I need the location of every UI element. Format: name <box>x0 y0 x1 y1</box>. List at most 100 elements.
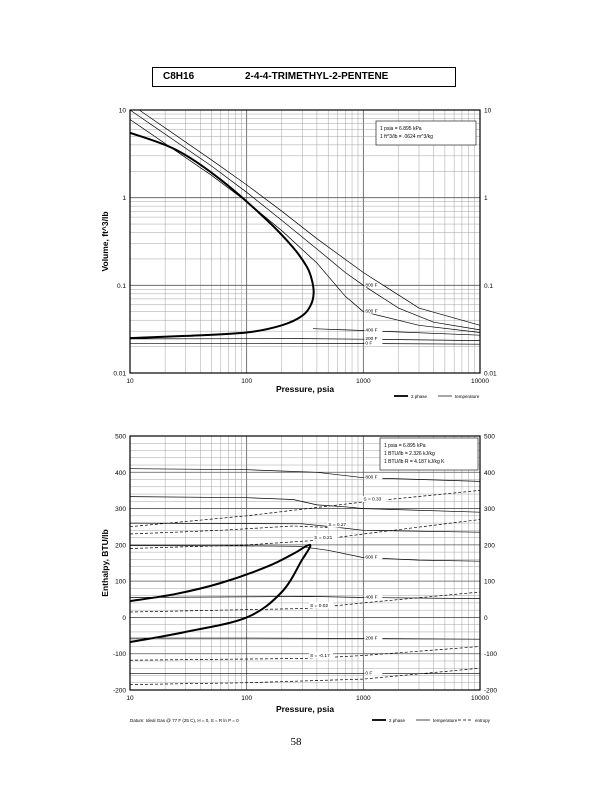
enthalpy-conversion-note: 1 BTU/lb R = 4.187 kJ/kg K <box>384 459 445 465</box>
enthalpy-entropy-line <box>129 519 481 549</box>
enthalpy-entropy-label: S = 0.27 <box>328 522 346 528</box>
enthalpy-x-tick-label: 10000 <box>471 695 489 702</box>
volume-isotherm-label-bg <box>364 281 383 288</box>
enthalpy-isotherm-label: 200 F <box>365 635 377 641</box>
page-number: 58 <box>290 736 302 748</box>
enthalpy-y-tick-label-left: -100 <box>113 651 126 658</box>
volume-y-tick-label-right: 10 <box>484 108 492 115</box>
enthalpy-y-tick-label-right: 300 <box>484 506 495 513</box>
enthalpy-isotherm-line <box>130 637 481 640</box>
enthalpy-y-tick-label-right: -100 <box>484 651 497 658</box>
volume-isotherm-label: 0 F <box>365 341 372 347</box>
volume-isotherm-label-bg <box>364 307 383 314</box>
volume-x-tick-label: 10000 <box>471 378 489 385</box>
volume-y-tick-label-right: 0.1 <box>484 283 493 290</box>
volume-plot-frame <box>129 109 481 374</box>
volume-isotherm-label: 800 F <box>365 282 377 288</box>
enthalpy-y-tick-label-left: 500 <box>115 434 126 441</box>
volume-isotherm-line <box>129 109 481 331</box>
enthalpy-y-tick-label-right: -200 <box>484 688 497 695</box>
volume-y-tick-label-right: 0.01 <box>484 371 497 378</box>
enthalpy-legend-label: temperature <box>433 718 458 723</box>
volume-x-tick-label: 1000 <box>356 378 371 385</box>
volume-isotherm-line <box>129 119 481 333</box>
enthalpy-y-tick-label-right: 200 <box>484 542 495 549</box>
enthalpy-conversion-note: 1 BTU/lb = 2.326 kJ/kg <box>384 451 435 457</box>
volume-x-tick-label: 100 <box>241 378 252 385</box>
enthalpy-entropy-label-bg <box>309 652 334 659</box>
volume-isotherm-line <box>129 338 481 341</box>
enthalpy-entropy-label: S = -0.17 <box>310 653 330 659</box>
enthalpy-entropy-label: S = 0.02 <box>310 603 328 609</box>
enthalpy-isotherm-label: 600 F <box>365 555 377 561</box>
enthalpy-plot-frame <box>129 435 481 691</box>
enthalpy-entropy-label: S = 0.33 <box>363 497 381 503</box>
enthalpy-x-axis-label: Pressure, psia <box>276 704 334 714</box>
enthalpy-datum-footnote: Datum: Ideal Gas @ 77 F (25 C), H = 0, S… <box>130 718 239 723</box>
volume-isotherm-label: 600 F <box>365 309 377 315</box>
enthalpy-legend-label: 2 phase <box>389 718 406 723</box>
enthalpy-y-tick-label-left: 200 <box>115 542 126 549</box>
volume-x-axis-label: Pressure, psia <box>276 384 334 394</box>
enthalpy-entropy-label-bg <box>313 534 338 541</box>
enthalpy-y-tick-label-right: 500 <box>484 434 495 441</box>
enthalpy-entropy-line <box>129 591 481 613</box>
volume-isotherm-label-bg <box>364 326 383 333</box>
enthalpy-x-tick-label: 10 <box>126 695 134 702</box>
enthalpy-entropy-label-bg <box>327 521 352 528</box>
volume-isotherm-label: 400 F <box>365 328 377 334</box>
volume-two-phase-envelope <box>129 131 315 340</box>
title-box: C8H16 2-4-4-TRIMETHYL-2-PENTENE <box>152 67 456 87</box>
enthalpy-isotherm-label-bg <box>364 593 383 600</box>
enthalpy-x-tick-label: 1000 <box>356 695 371 702</box>
enthalpy-isotherm-label-bg <box>364 669 383 676</box>
volume-y-tick-label-left: 1 <box>122 195 126 202</box>
volume-legend-label: temperature <box>455 394 480 399</box>
enthalpy-y-axis-label: Enthalpy, BTU/lb <box>100 529 110 596</box>
enthalpy-isotherm-line <box>129 468 481 482</box>
volume-isotherm-label-bg <box>364 335 383 342</box>
volume-isotherm-line <box>130 342 481 345</box>
enthalpy-conversion-box <box>379 437 479 471</box>
enthalpy-y-tick-label-right: 100 <box>484 579 495 586</box>
enthalpy-entropy-line <box>129 646 481 661</box>
enthalpy-isotherm-label-bg <box>364 634 383 641</box>
volume-conversion-note: 1 psia = 6.895 kPa <box>380 126 422 132</box>
volume-isotherm-line <box>312 328 481 336</box>
enthalpy-isotherm-label: 0 F <box>365 671 372 677</box>
enthalpy-y-tick-label-left: 300 <box>115 506 126 513</box>
volume-isotherm-label-bg <box>364 339 383 346</box>
enthalpy-y-tick-label-right: 0 <box>484 615 488 622</box>
enthalpy-isotherm-label: 400 F <box>365 594 377 600</box>
volume-legend-label: 2 phase <box>411 394 428 399</box>
volume-conversion-box <box>375 120 477 146</box>
enthalpy-entropy-label-bg <box>362 496 387 503</box>
enthalpy-x-tick-label: 100 <box>241 695 252 702</box>
enthalpy-isotherm-label-bg <box>364 473 383 480</box>
volume-conversion-note: 1 ft^3/lb = .0624 m^3/kg <box>380 134 433 140</box>
enthalpy-y-tick-label-right: 400 <box>484 470 495 477</box>
volume-isotherm-label: 200 F <box>365 336 377 342</box>
enthalpy-isotherm-label: 800 F <box>365 475 377 481</box>
enthalpy-entropy-line <box>129 667 481 685</box>
enthalpy-two-phase-envelope <box>129 543 312 644</box>
enthalpy-legend-label: entropy <box>475 718 491 723</box>
enthalpy-isotherm-line <box>129 545 481 562</box>
compound-name: 2-4-4-TRIMETHYL-2-PENTENE <box>245 71 389 82</box>
enthalpy-isotherm-line <box>129 496 481 513</box>
volume-x-tick-label: 10 <box>126 378 134 385</box>
enthalpy-entropy-line <box>129 525 329 535</box>
volume-y-tick-label-left: 10 <box>119 108 127 115</box>
enthalpy-isotherm-line <box>129 522 481 533</box>
volume-y-tick-label-left: 0.01 <box>113 371 126 378</box>
enthalpy-entropy-label-bg <box>309 602 334 609</box>
enthalpy-y-tick-label-left: 0 <box>122 615 126 622</box>
volume-y-tick-label-left: 0.1 <box>117 283 126 290</box>
enthalpy-y-tick-label-left: 400 <box>115 470 126 477</box>
enthalpy-isotherm-line <box>129 596 481 599</box>
enthalpy-entropy-line <box>129 490 481 528</box>
volume-y-axis-label: Volume, ft^3/lb <box>100 211 110 271</box>
enthalpy-isotherm-label-bg <box>364 553 383 560</box>
volume-isotherm-line <box>139 109 481 326</box>
